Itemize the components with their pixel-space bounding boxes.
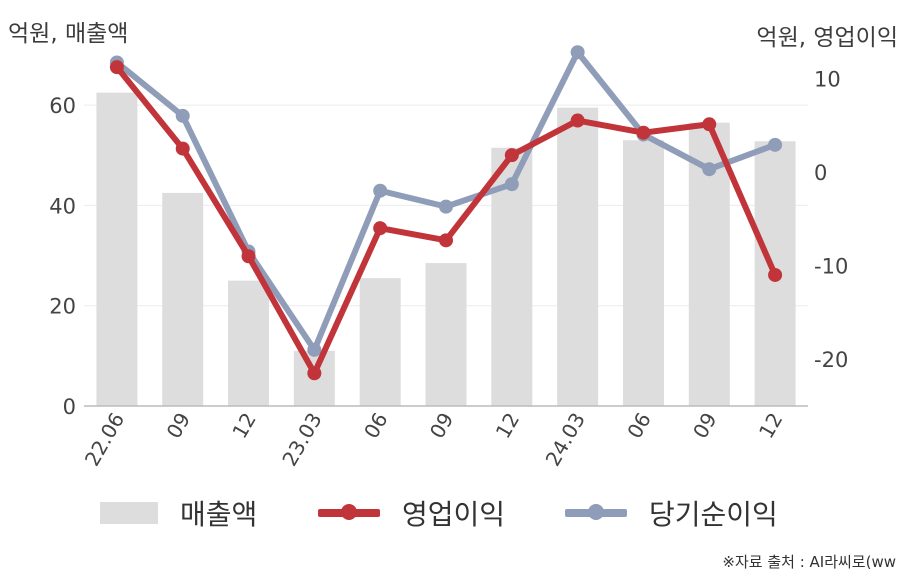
legend: 매출액 영업이익 당기순이익 [0,490,908,540]
legend-marker-red [341,504,357,520]
net-income-point [768,137,783,152]
net-income-point [175,108,190,123]
net-income-point [373,183,388,198]
x-axis-tick-label: 12 [754,409,788,443]
left-axis-tick-label: 60 [49,94,76,118]
legend-bar-swatch [100,502,158,524]
operating-profit-point [768,267,783,282]
left-axis-tick-label: 40 [49,194,76,218]
net-income-point [307,342,322,357]
legend-label-revenue: 매출액 [180,498,258,531]
x-axis-tick-label: 12 [491,409,525,443]
combo-chart: 0 20 40 60 -20 -10 0 10 22.06 09 12 23.03 06 09 12 24.0… [49,45,848,471]
revenue-bar [622,140,664,406]
operating-profit-point [636,125,651,140]
operating-profit-point [702,117,717,132]
legend-item-operating-profit: 영업이익 [318,490,505,536]
x-axis-tick-label: 06 [622,409,656,443]
revenue-bar [425,263,467,406]
operating-profit-point [504,148,519,163]
x-axis-tick-label: 22.06 [80,409,129,471]
revenue-bar [228,280,270,406]
x-axis-tick-label: 09 [688,409,722,443]
x-axis-tick-label: 24.03 [541,409,590,471]
legend-item-net-income: 당기순이익 [565,490,778,536]
net-income-point [439,199,453,214]
left-axis-tick-label: 20 [49,295,76,319]
x-axis-tick-label: 09 [425,409,459,443]
legend-line-swatch-blue [565,504,627,520]
left-axis-tick-label: 0 [63,395,76,419]
x-axis-tick-label: 06 [359,409,393,443]
operating-profit-point [241,249,256,264]
legend-item-revenue: 매출액 [100,490,257,536]
operating-profit-point [307,366,322,381]
operating-profit-point [373,221,388,236]
right-axis-tick-label: 0 [814,161,827,185]
data-source-note: ※자료 출처 : AI라씨로(ww [722,553,896,571]
net-income-point [504,177,519,192]
x-axis-tick-label: 23.03 [277,409,326,471]
legend-label-net-income: 당기순이익 [649,498,778,531]
right-axis-tick-label: 10 [814,67,841,91]
revenue-bar [359,278,401,406]
operating-profit-point [570,113,585,128]
revenue-bar [96,92,138,406]
operating-profit-point [175,141,190,156]
x-axis-tick-label: 12 [227,409,261,443]
right-axis-tick-label: -10 [814,255,848,279]
legend-marker-blue [588,504,604,520]
right-axis-tick-label: -20 [814,348,848,372]
legend-line-swatch-red [318,504,380,520]
left-axis-unit: 억원, 매출액 [8,21,129,47]
revenue-bar [557,107,599,407]
operating-profit-point [109,60,124,75]
legend-label-operating-profit: 영업이익 [402,498,506,531]
operating-profit-point [439,233,453,248]
right-axis-unit: 억원, 영업이익 [756,25,898,51]
net-income-point [702,162,717,177]
revenue-bar [162,192,204,406]
x-axis-tick-label: 09 [162,409,196,443]
net-income-point [570,45,585,60]
